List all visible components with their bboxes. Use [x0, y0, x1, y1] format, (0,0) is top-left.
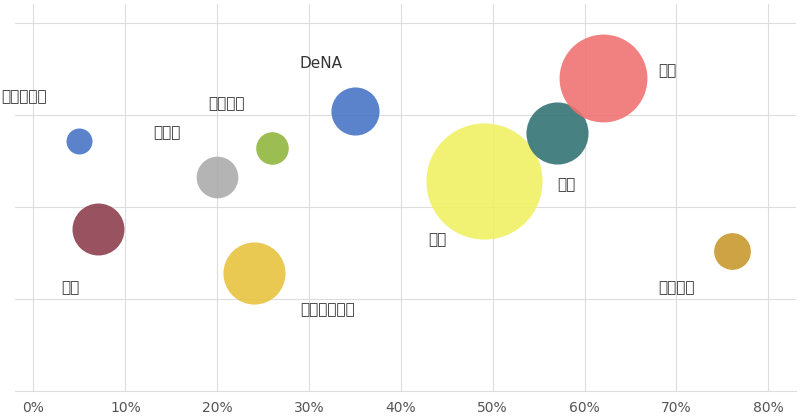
- Point: [349, 108, 362, 114]
- Point: [725, 248, 738, 254]
- Text: ヤクルト: ヤクルト: [208, 96, 245, 111]
- Point: [73, 137, 86, 144]
- Text: ソフトバンク: ソフトバンク: [300, 303, 354, 318]
- Text: 日本ハム: 日本ハム: [658, 280, 694, 295]
- Text: 西武: 西武: [557, 177, 575, 192]
- Point: [247, 270, 260, 277]
- Text: オリックス: オリックス: [2, 89, 47, 104]
- Point: [550, 130, 563, 137]
- Point: [266, 145, 278, 151]
- Text: ロッテ: ロッテ: [153, 126, 180, 141]
- Point: [597, 75, 610, 81]
- Point: [210, 174, 223, 181]
- Text: 楽天: 楽天: [61, 280, 79, 295]
- Point: [477, 178, 490, 184]
- Point: [91, 225, 104, 232]
- Text: 広島: 広島: [658, 63, 676, 78]
- Text: 阪神: 阪神: [429, 233, 446, 248]
- Text: DeNA: DeNA: [300, 56, 343, 71]
